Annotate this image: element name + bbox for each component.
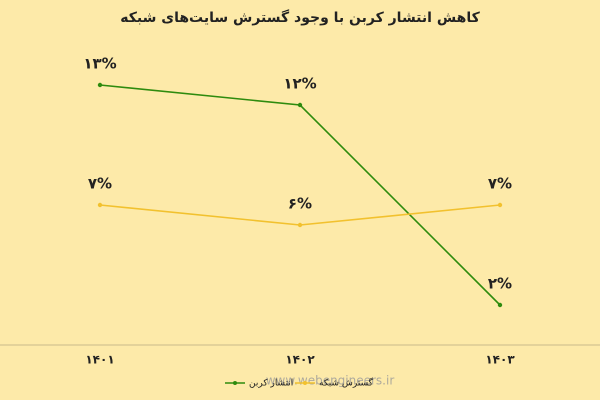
point — [297, 222, 303, 228]
legend-marker — [303, 381, 307, 385]
point — [497, 202, 503, 208]
x-tick-label: ۱۴۰۲ — [285, 353, 315, 367]
point — [97, 82, 103, 88]
legend-label: انتشار کربن — [249, 379, 293, 389]
data-label: ۷% — [488, 175, 512, 193]
data-label: ۷% — [88, 175, 112, 193]
watermark: www.webengineers.ir — [266, 374, 395, 388]
data-label: ۱۳% — [83, 55, 116, 73]
point — [297, 102, 303, 108]
point — [97, 202, 103, 208]
legend-marker — [233, 381, 237, 385]
chart-title: کاهش انتشار کربن با وجود گسترش سایت‌های … — [120, 9, 480, 26]
x-tick-label: ۱۴۰۱ — [85, 353, 114, 367]
point — [497, 302, 503, 308]
data-label: ۲% — [488, 275, 512, 293]
x-tick-label: ۱۴۰۳ — [485, 353, 515, 367]
data-label: ۱۲% — [283, 75, 316, 93]
data-label: ۶% — [288, 195, 312, 213]
legend-label: گسترش شبکه — [319, 377, 374, 389]
